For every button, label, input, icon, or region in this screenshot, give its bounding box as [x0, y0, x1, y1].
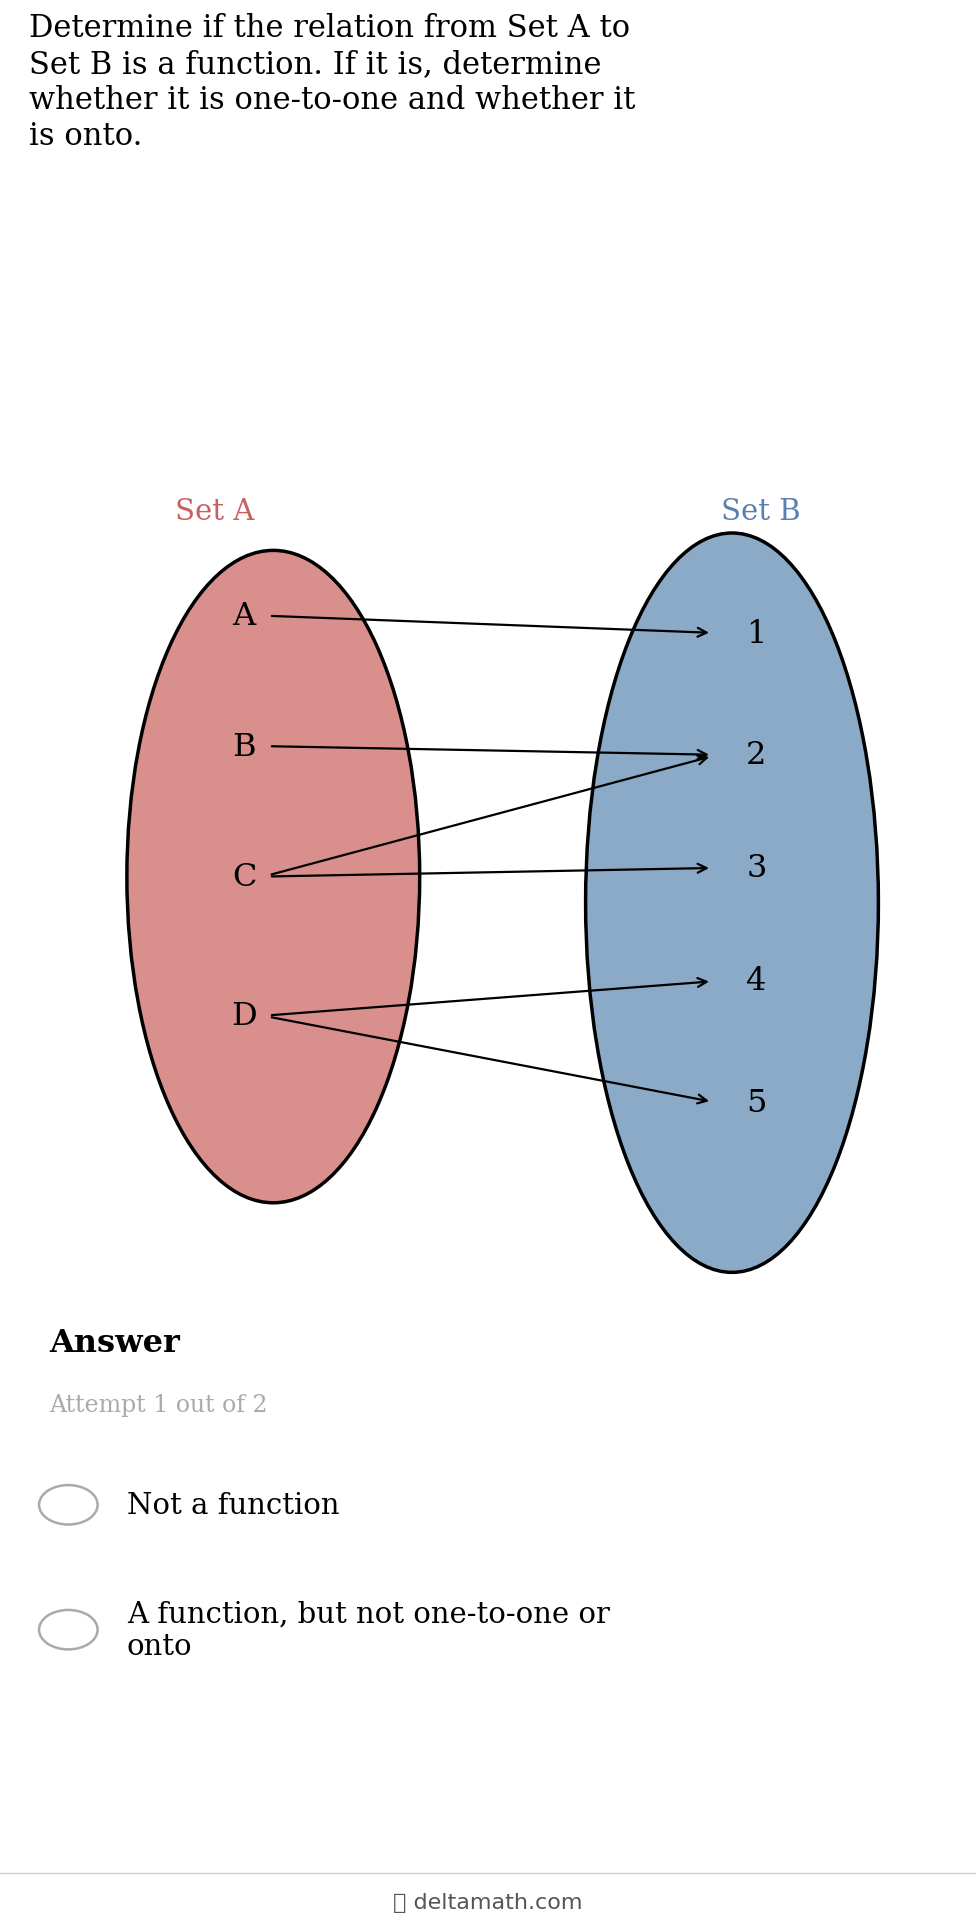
- FancyArrowPatch shape: [272, 616, 707, 638]
- FancyArrowPatch shape: [272, 978, 707, 1016]
- Text: B: B: [232, 730, 256, 763]
- Text: 5: 5: [746, 1088, 767, 1119]
- FancyArrowPatch shape: [271, 755, 707, 875]
- Text: 3: 3: [747, 852, 766, 885]
- Text: Determine if the relation from Set A to
Set B is a function. If it is, determine: Determine if the relation from Set A to …: [29, 14, 635, 151]
- Text: A: A: [232, 601, 256, 632]
- Text: A function, but not one-to-one or
onto: A function, but not one-to-one or onto: [127, 1600, 610, 1660]
- Ellipse shape: [586, 533, 878, 1273]
- Text: Attempt 1 out of 2: Attempt 1 out of 2: [49, 1393, 267, 1416]
- Text: Not a function: Not a function: [127, 1492, 340, 1519]
- FancyArrowPatch shape: [271, 1018, 707, 1103]
- Text: Set A: Set A: [175, 498, 255, 526]
- Ellipse shape: [127, 551, 420, 1204]
- FancyArrowPatch shape: [272, 864, 707, 877]
- Text: 🔒 deltamath.com: 🔒 deltamath.com: [393, 1893, 583, 1913]
- Text: D: D: [231, 1001, 257, 1032]
- Text: 4: 4: [747, 966, 766, 997]
- Text: 2: 2: [747, 740, 766, 771]
- FancyArrowPatch shape: [272, 748, 707, 759]
- Text: Answer: Answer: [49, 1327, 180, 1358]
- Text: Set B: Set B: [721, 498, 801, 526]
- Text: C: C: [231, 862, 257, 893]
- Text: 1: 1: [747, 618, 766, 649]
